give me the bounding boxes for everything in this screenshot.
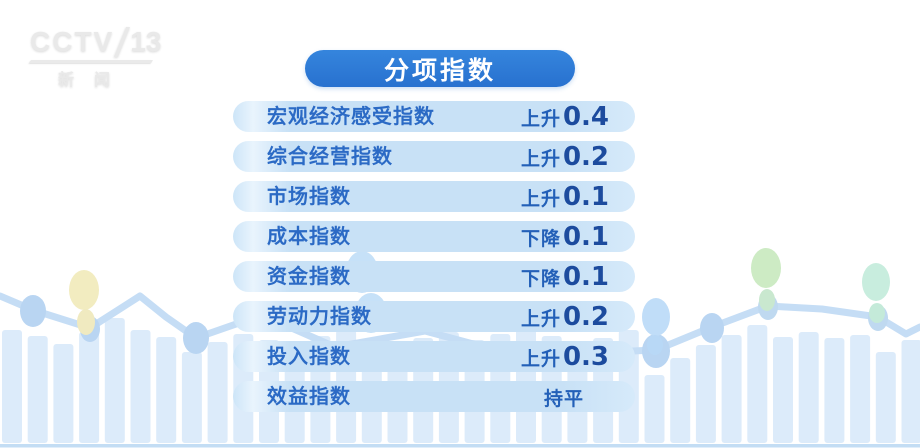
index-direction: 上升 — [520, 108, 561, 130]
index-value: 上升0.1 — [505, 184, 625, 210]
index-row: 资金指数 下降0.1 — [233, 261, 635, 292]
index-change-number: 0.2 — [562, 141, 610, 172]
balloon-yellow-icon — [69, 270, 99, 335]
index-direction: 下降 — [520, 268, 561, 290]
index-label: 劳动力指数 — [267, 305, 372, 328]
index-change-number: 0.1 — [562, 261, 610, 292]
logo-channel: CCTV — [30, 26, 115, 57]
index-label: 综合经营指数 — [267, 145, 393, 168]
balloon-blue-icon — [642, 298, 670, 355]
decor-baseline — [0, 444, 920, 448]
index-value: 下降0.1 — [505, 224, 625, 250]
page-title-text: 分项指数 — [383, 56, 496, 85]
index-label: 效益指数 — [267, 385, 351, 408]
index-label: 投入指数 — [267, 345, 351, 368]
index-value: 持平 — [505, 384, 625, 410]
cctv13-logo: CCTV 13 新闻 — [28, 26, 161, 90]
index-change-number: 0.4 — [562, 101, 610, 132]
index-change-number: 0.2 — [562, 301, 610, 332]
logo-channel-number: 13 — [130, 26, 162, 57]
index-change-number: 0.3 — [562, 341, 610, 372]
index-change-number: 0.1 — [562, 221, 610, 252]
index-label: 资金指数 — [267, 265, 351, 288]
index-label: 宏观经济感受指数 — [267, 105, 435, 128]
index-label: 市场指数 — [267, 185, 351, 208]
index-value: 上升0.2 — [505, 144, 625, 170]
index-direction: 上升 — [520, 348, 561, 370]
logo-subtitle: 新闻 — [58, 72, 131, 89]
index-label: 成本指数 — [267, 225, 351, 248]
index-row: 市场指数 上升0.1 — [233, 181, 635, 212]
logo-slash-icon — [114, 27, 131, 57]
index-value: 下降0.1 — [505, 264, 625, 290]
index-direction: 上升 — [520, 188, 561, 210]
index-row: 劳动力指数 上升0.2 — [233, 301, 635, 332]
index-row: 投入指数 上升0.3 — [233, 341, 635, 372]
index-value: 上升0.4 — [505, 104, 625, 130]
index-row: 宏观经济感受指数 上升0.4 — [233, 101, 635, 132]
index-direction: 上升 — [520, 308, 561, 330]
index-direction: 下降 — [520, 228, 561, 250]
index-direction: 持平 — [543, 388, 584, 410]
index-row: 成本指数 下降0.1 — [233, 221, 635, 252]
page-title: 分项指数 — [305, 50, 575, 87]
cctv13-logo-wordmark: CCTV 13 — [30, 26, 161, 58]
index-value: 上升0.2 — [505, 304, 625, 330]
index-list: 宏观经济感受指数 上升0.4 综合经营指数 上升0.2 市场指数 上升0.1 成… — [233, 101, 635, 421]
index-row: 综合经营指数 上升0.2 — [233, 141, 635, 172]
index-change-number: 0.1 — [562, 181, 610, 212]
balloon-teal-icon — [862, 263, 890, 323]
index-value: 上升0.3 — [505, 344, 625, 370]
index-direction: 上升 — [520, 148, 561, 170]
balloon-green-icon — [751, 248, 781, 311]
index-row: 效益指数 持平 — [233, 381, 635, 412]
logo-underline — [28, 60, 154, 63]
